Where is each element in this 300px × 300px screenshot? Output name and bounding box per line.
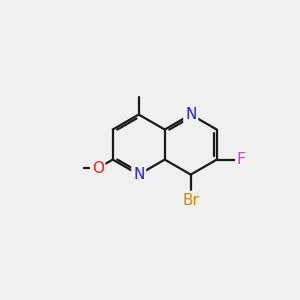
Text: N: N: [185, 107, 196, 122]
Text: Br: Br: [182, 193, 199, 208]
Text: N: N: [133, 167, 144, 182]
Text: O: O: [92, 161, 104, 176]
Text: F: F: [237, 152, 246, 167]
